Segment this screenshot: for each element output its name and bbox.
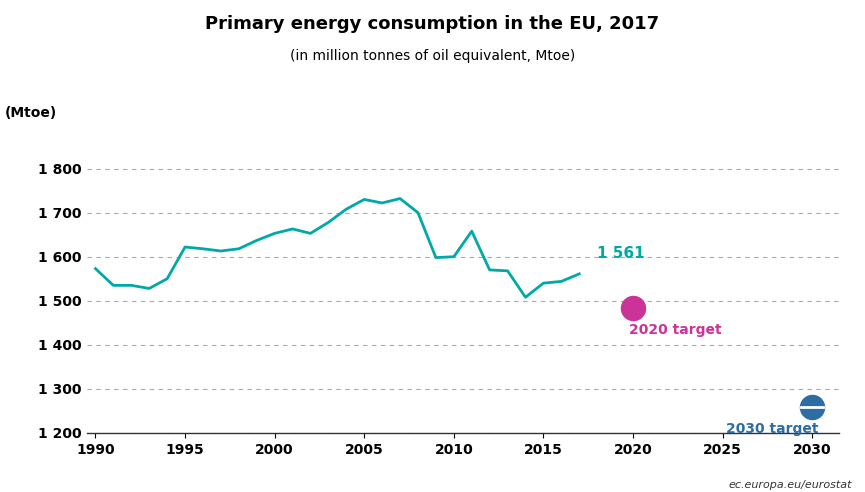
Point [626,305,640,312]
Text: (Mtoe): (Mtoe) [4,106,56,120]
Text: Primary energy consumption in the EU, 2017: Primary energy consumption in the EU, 20… [206,15,660,33]
Text: 2020 target: 2020 target [630,323,722,337]
Point [805,403,819,411]
Text: 2030 target: 2030 target [727,422,818,436]
Text: ec.europa.eu/eurostat: ec.europa.eu/eurostat [728,480,852,490]
Text: (in million tonnes of oil equivalent, Mtoe): (in million tonnes of oil equivalent, Mt… [290,49,575,63]
Text: 1 561: 1 561 [597,246,644,261]
